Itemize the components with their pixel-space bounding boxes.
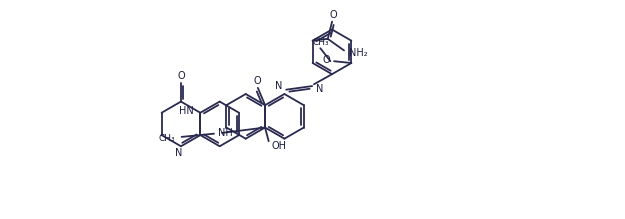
- Text: NH₂: NH₂: [349, 48, 368, 58]
- Text: NH: NH: [217, 128, 232, 138]
- Text: OH: OH: [271, 141, 286, 150]
- Text: N: N: [316, 84, 324, 94]
- Text: CH₃: CH₃: [312, 38, 329, 47]
- Text: N: N: [274, 81, 282, 91]
- Text: O: O: [329, 10, 337, 20]
- Text: HN: HN: [179, 106, 194, 116]
- Text: CH₃: CH₃: [159, 134, 175, 143]
- Text: O: O: [322, 55, 331, 65]
- Text: O: O: [253, 76, 261, 86]
- Text: O: O: [177, 71, 185, 81]
- Text: N: N: [176, 148, 183, 159]
